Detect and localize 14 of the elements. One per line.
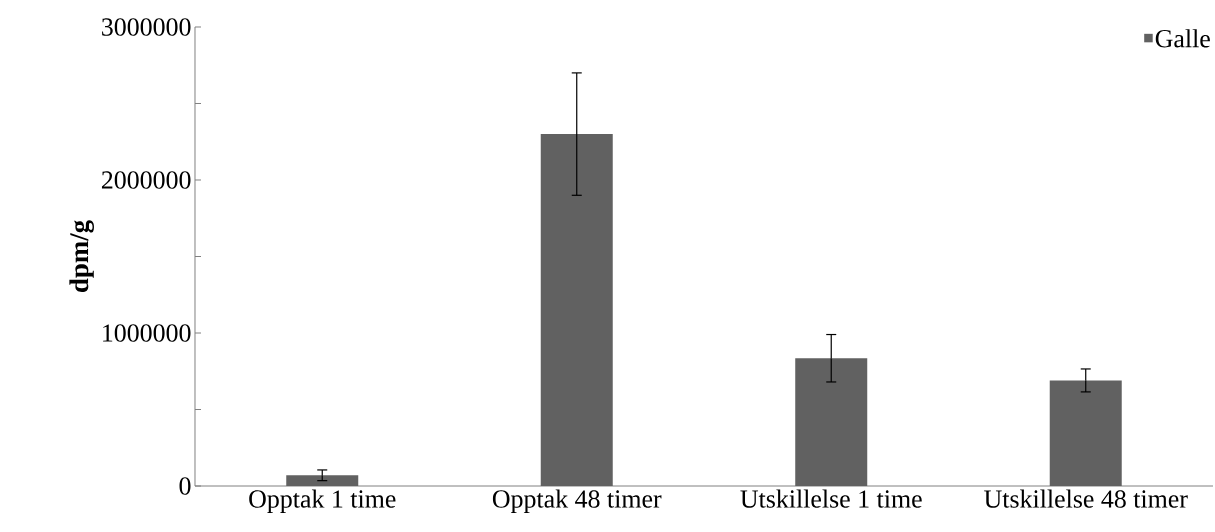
x-tick-label: Utskillelse 48 timer	[984, 489, 1188, 508]
bar	[286, 475, 359, 486]
bar	[540, 134, 613, 486]
y-tick-label: 0	[179, 477, 191, 495]
legend-label: Galle	[1155, 29, 1210, 48]
bar	[1049, 380, 1122, 486]
y-tick-label: 1000000	[103, 324, 191, 342]
x-tick-label: Utskillelse 1 time	[740, 489, 922, 508]
x-tick-label: Opptak 48 timer	[492, 489, 662, 514]
y-tick-label: 3000000	[102, 18, 191, 36]
x-tick-label: Opptak 1 time	[249, 489, 396, 514]
y-tick-label: 2000000	[101, 171, 191, 189]
bar	[795, 358, 868, 486]
y-axis-title: dpm/g	[69, 220, 94, 293]
